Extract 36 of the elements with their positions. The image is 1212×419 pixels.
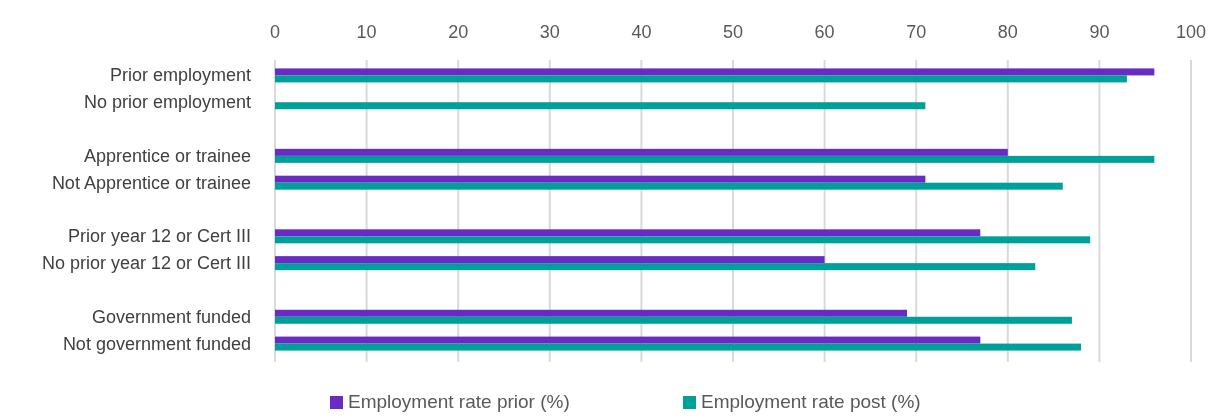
x-tick-label: 10 <box>356 22 377 42</box>
x-tick-label: 90 <box>1089 22 1110 42</box>
x-tick-label: 20 <box>448 22 469 42</box>
bar <box>275 316 1072 324</box>
bar <box>275 155 1155 163</box>
bar <box>275 102 926 110</box>
x-tick-label: 40 <box>631 22 652 42</box>
bar <box>275 236 1091 244</box>
y-tick-label: Prior year 12 or Cert III <box>67 226 251 247</box>
y-tick-label: Not government funded <box>62 333 251 354</box>
x-tick-label: 0 <box>269 22 281 42</box>
bar <box>275 175 926 183</box>
x-tick-label: 70 <box>906 22 927 42</box>
bar <box>275 182 1063 190</box>
bar <box>275 256 825 264</box>
x-tick-label: 100 <box>1175 22 1207 42</box>
bar <box>275 263 1036 271</box>
x-tick-label: 30 <box>539 22 560 42</box>
x-tick-label: 60 <box>814 22 835 42</box>
legend-label: Employment rate prior (%) <box>348 391 570 412</box>
x-tick-label: 80 <box>997 22 1018 42</box>
y-tick-label: No prior year 12 or Cert III <box>41 253 251 274</box>
bar <box>275 343 1082 351</box>
bar <box>275 229 981 237</box>
y-tick-label: Not Apprentice or trainee <box>51 172 251 193</box>
bar <box>275 309 908 317</box>
y-tick-label: Government funded <box>91 306 251 327</box>
x-tick-label: 50 <box>722 22 744 42</box>
y-tick-label: Apprentice or trainee <box>83 145 251 166</box>
bar <box>275 336 981 344</box>
bar <box>275 148 1008 156</box>
bar <box>275 68 1155 76</box>
legend-label: Employment rate post (%) <box>701 391 921 412</box>
bar <box>275 75 1127 83</box>
y-tick-label: Prior employment <box>109 65 251 86</box>
y-tick-label: No prior employment <box>83 92 251 113</box>
